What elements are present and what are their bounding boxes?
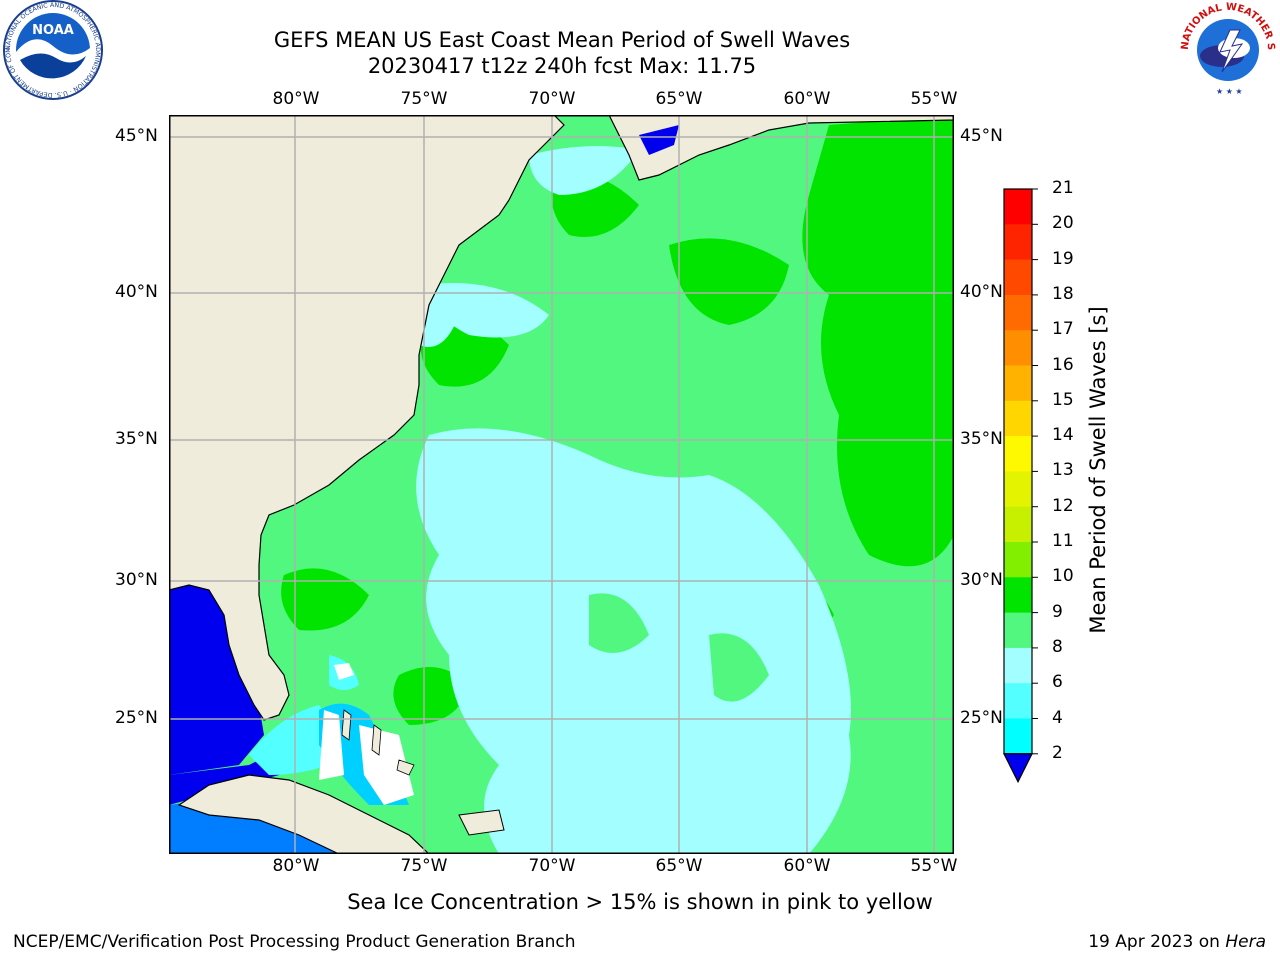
colorbar-tick-label: 6: [1052, 672, 1063, 693]
svg-text:★ ★ ★: ★ ★ ★: [1216, 87, 1243, 96]
land-bahamas-1: [341, 709, 352, 741]
lon-label-top-75w: 75°W: [400, 89, 448, 109]
lat-label-right-35n: 35°N: [960, 429, 1003, 449]
swell-period-10-11-center: [669, 238, 789, 325]
map-subtitle: 20230417 t12z 240h fcst Max: 11.75: [367, 54, 757, 78]
colorbar-tick-label: 4: [1052, 707, 1063, 728]
colorbar: [1000, 185, 1040, 785]
colorbar-band: [1004, 612, 1032, 649]
colorbar-tick-label: 2: [1052, 742, 1063, 763]
lat-label-right-45n: 45°N: [960, 126, 1003, 146]
colorbar-canvas: [1003, 188, 1038, 784]
colorbar-tick-label: 13: [1052, 460, 1074, 481]
lon-label-top-55w: 55°W: [910, 89, 958, 109]
lat-label-left-35n: 35°N: [115, 429, 158, 449]
lon-label-bottom-70w: 70°W: [528, 856, 576, 876]
colorbar-extension: [1003, 753, 1033, 784]
colorbar-tick-label: 21: [1052, 178, 1074, 198]
shallow-bank-1: [319, 710, 344, 780]
swell-period-8-9-north: [529, 146, 639, 195]
lon-label-bottom-60w: 60°W: [783, 856, 831, 876]
swell-period-9-10-island: [709, 633, 769, 702]
swell-period-10-11-florida: [281, 568, 369, 631]
colorbar-tick-label: 9: [1052, 601, 1063, 622]
colorbar-tick-label: 16: [1052, 354, 1074, 375]
colorbar-tick-label: 10: [1052, 566, 1074, 587]
sea-ice-note: Sea Ice Concentration > 15% is shown in …: [347, 890, 933, 914]
lat-label-right-25n: 25°N: [960, 708, 1003, 728]
colorbar-band: [1004, 400, 1032, 437]
colorbar-band: [1004, 365, 1032, 402]
florida-straits: [249, 705, 333, 775]
colorbar-tick-label: 17: [1052, 319, 1074, 340]
colorbar-band: [1004, 683, 1032, 719]
lat-label-left-30n: 30°N: [115, 570, 158, 590]
nws-logo: NATIONAL WEATHER SERVICE ★ ★ ★: [1172, 0, 1280, 100]
footer-date: 19 Apr 2023 on Hera: [1088, 932, 1266, 952]
land-north-america: [168, 114, 565, 721]
lon-label-top-65w: 65°W: [655, 89, 703, 109]
bay-of-fundy: [639, 125, 679, 155]
footer-machine: Hera: [1225, 932, 1266, 952]
colorbar-band: [1004, 259, 1032, 296]
lon-label-bottom-75w: 75°W: [400, 856, 448, 876]
lat-label-right-30n: 30°N: [960, 570, 1003, 590]
land-hispaniola: [458, 809, 505, 836]
colorbar-band: [1004, 577, 1032, 614]
colorbar-band: [1004, 189, 1032, 225]
colorbar-band: [1004, 224, 1032, 261]
colorbar-band: [1004, 330, 1032, 366]
noaa-logo: NATIONAL OCEANIC AND ATMOSPHERIC ADMINIS…: [0, 0, 106, 100]
colorbar-tick-label: 12: [1052, 495, 1074, 516]
colorbar-band: [1004, 542, 1032, 578]
lat-label-left-40n: 40°N: [115, 282, 158, 302]
colorbar-tick-label: 8: [1052, 636, 1063, 657]
swell-period-9-10-island2: [589, 593, 649, 653]
lat-label-left-25n: 25°N: [115, 708, 158, 728]
colorbar-band: [1004, 436, 1032, 472]
footer-producer: NCEP/EMC/Verification Post Processing Pr…: [13, 932, 576, 952]
land-bahamas-3: [396, 759, 415, 776]
colorbar-tick-label: 19: [1052, 248, 1074, 269]
lon-label-bottom-80w: 80°W: [272, 856, 320, 876]
colorbar-band: [1004, 294, 1032, 331]
map-panel: [168, 114, 955, 855]
colorbar-title: Mean Period of Swell Waves [s]: [1086, 306, 1110, 634]
colorbar-tick-label: 11: [1052, 531, 1074, 551]
swell-period-10-11-bahamas: [393, 667, 469, 725]
map-border: [169, 115, 954, 854]
graticule: [169, 115, 954, 854]
footer-date-text: 19 Apr 2023 on: [1088, 932, 1226, 952]
land-cuba: [177, 774, 431, 855]
colorbar-tick-label: 14: [1052, 425, 1074, 446]
lon-label-top-60w: 60°W: [783, 89, 831, 109]
lon-label-bottom-65w: 65°W: [655, 856, 703, 876]
colorbar-tick-label: 20: [1052, 213, 1074, 234]
gulf-south: [169, 755, 279, 805]
colorbar-tick-label: 15: [1052, 389, 1074, 410]
colorbar-tick-label: 18: [1052, 283, 1074, 304]
swell-period-10-11-east: [802, 115, 954, 567]
shallow-bank-3: [334, 663, 354, 680]
lat-label-left-45n: 45°N: [115, 126, 158, 146]
colorbar-band: [1004, 471, 1032, 508]
lon-label-top-80w: 80°W: [272, 89, 320, 109]
land-bahamas-2: [371, 724, 382, 756]
lon-label-bottom-55w: 55°W: [910, 856, 958, 876]
colorbar-band: [1004, 647, 1032, 684]
lat-label-right-40n: 40°N: [960, 282, 1003, 302]
colorbar-band: [1004, 506, 1032, 543]
noaa-logo-text: NOAA: [32, 23, 74, 38]
gulf-of-mexico: [169, 580, 264, 775]
lon-label-top-70w: 70°W: [528, 89, 576, 109]
map-title: GEFS MEAN US East Coast Mean Period of S…: [273, 28, 851, 52]
map-canvas: [168, 114, 955, 855]
colorbar-band: [1004, 718, 1032, 755]
